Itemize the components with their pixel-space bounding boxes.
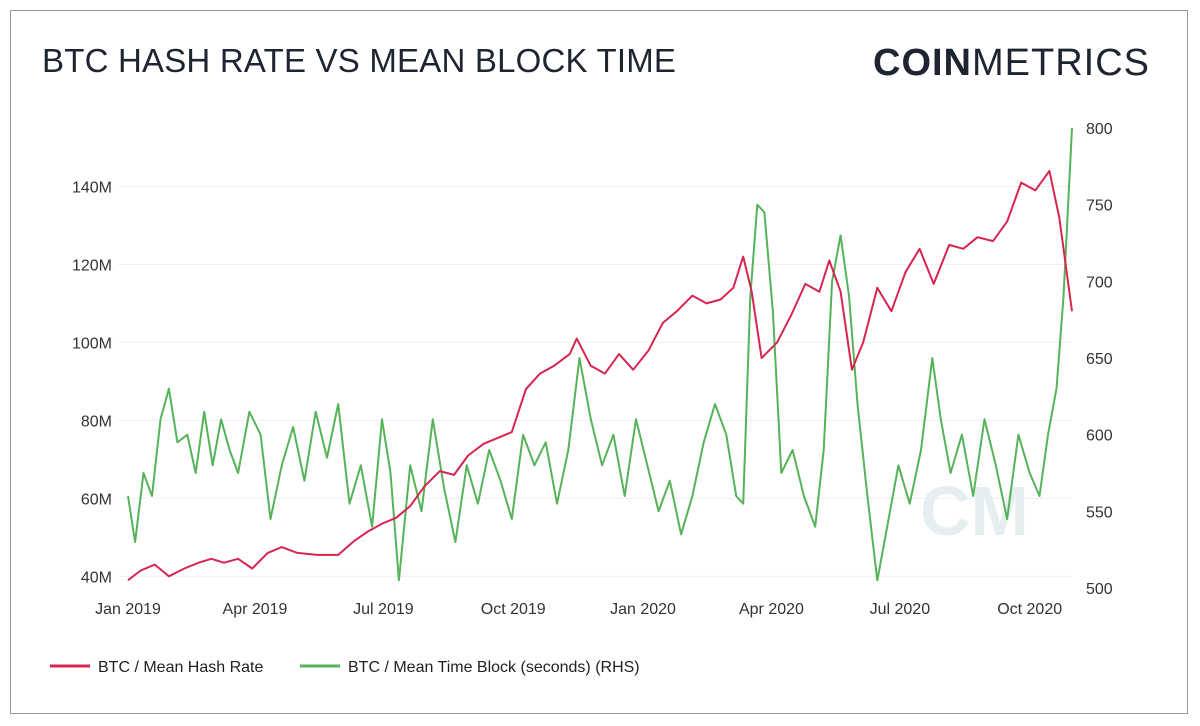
y-right-tick-label: 500	[1086, 581, 1113, 598]
chart-frame	[10, 10, 1188, 714]
x-tick-label: Jul 2020	[870, 601, 931, 618]
x-axis-ticks: Jan 2019 Apr 2019 Jul 2019 Oct 2019 Jan 2020…	[95, 601, 1062, 618]
x-tick-label: Oct 2019	[481, 601, 546, 618]
series-line-1	[127, 127, 1073, 582]
series-line-0	[127, 169, 1073, 581]
y-left-tick-label: 40M	[81, 569, 112, 586]
y-right-axis-ticks: 500 550 600 650 700 750 800	[1086, 121, 1113, 598]
legend: BTC / Mean Hash Rate BTC / Mean Time Bloc…	[50, 659, 640, 676]
chart-title: BTC HASH RATE VS MEAN BLOCK TIME	[42, 42, 677, 79]
brand-logo-bold: COIN	[873, 42, 972, 84]
y-right-tick-label: 550	[1086, 504, 1113, 521]
grid-lines	[118, 185, 1072, 577]
y-right-tick-label: 600	[1086, 428, 1113, 445]
y-right-tick-label: 650	[1086, 351, 1113, 368]
y-left-tick-label: 80M	[81, 413, 112, 430]
y-left-tick-label: 140M	[72, 179, 112, 196]
brand-logo-light: METRICS	[972, 42, 1150, 84]
legend-label[interactable]: BTC / Mean Hash Rate	[98, 659, 264, 676]
y-left-tick-label: 100M	[72, 335, 112, 352]
x-tick-label: Jan 2019	[95, 601, 161, 618]
legend-label[interactable]: BTC / Mean Time Block (seconds) (RHS)	[348, 659, 640, 676]
y-right-tick-label: 750	[1086, 198, 1113, 215]
x-tick-label: Jan 2020	[610, 601, 676, 618]
y-left-tick-label: 120M	[72, 257, 112, 274]
x-tick-label: Oct 2020	[997, 601, 1062, 618]
x-tick-label: Jul 2019	[353, 601, 414, 618]
y-right-tick-label: 700	[1086, 274, 1113, 291]
series-lines	[127, 127, 1073, 582]
x-tick-label: Apr 2019	[223, 601, 288, 618]
y-right-tick-label: 800	[1086, 121, 1113, 138]
brand-logo: COINMETRICS	[873, 42, 1150, 85]
x-tick-label: Apr 2020	[739, 601, 804, 618]
y-left-tick-label: 60M	[81, 491, 112, 508]
y-left-axis-ticks: 40M 60M 80M 100M 120M 140M	[72, 179, 112, 586]
